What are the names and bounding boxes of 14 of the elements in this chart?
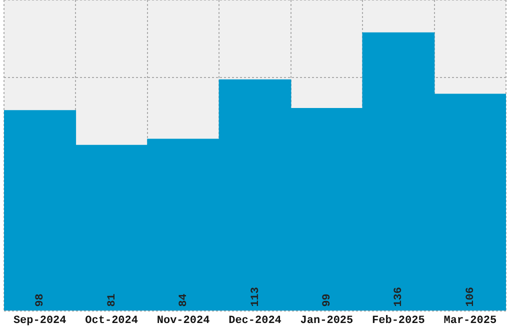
- data-label: 113: [250, 286, 262, 307]
- x-tick-label: Oct-2024: [85, 315, 138, 328]
- data-label: 81: [106, 293, 118, 307]
- data-label: 84: [178, 293, 190, 307]
- data-label: 99: [321, 294, 334, 307]
- x-tick-label: Dec-2024: [228, 315, 282, 328]
- data-label: 136: [393, 286, 406, 307]
- x-tick-label: Jan-2025: [300, 315, 354, 328]
- data-label: 98: [34, 293, 47, 307]
- x-tick-label: Mar-2025: [444, 315, 497, 328]
- x-tick-label: Nov-2024: [156, 315, 210, 328]
- data-label: 106: [464, 286, 477, 307]
- x-tick-label: Sep-2024: [13, 315, 67, 328]
- x-tick-label: Feb-2025: [372, 315, 426, 328]
